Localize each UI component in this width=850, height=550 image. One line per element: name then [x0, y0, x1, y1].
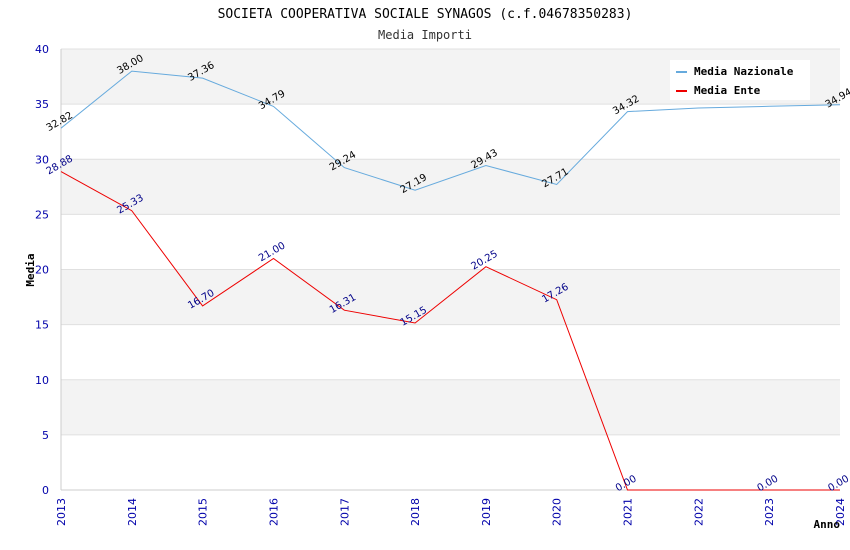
y-tick-labels: 0 5 10 15 20 25 30 35 40	[35, 43, 49, 497]
series-line-ente	[60, 171, 840, 491]
x-tick-label: 2016	[267, 498, 280, 526]
x-tick-labels: 2013 2014 2015 2016 2017 2018 2019 2020 2021 2022…	[55, 498, 847, 526]
chart-title: SOCIETA COOPERATIVA SOCIALE SYNAGOS (c.f…	[218, 7, 633, 22]
y-tick-label: 20	[35, 264, 49, 277]
y-tick-label: 0	[42, 484, 49, 497]
legend-label-ente: Media Ente	[694, 84, 761, 97]
legend: Media Nazionale Media Ente	[670, 60, 810, 100]
y-tick-label: 5	[42, 429, 49, 442]
y-tick-label: 40	[35, 43, 49, 56]
x-axis-label: Anno	[814, 518, 841, 531]
y-axis-label: Media	[24, 253, 37, 286]
grid-band	[61, 214, 840, 270]
x-tick-label: 2019	[480, 498, 493, 526]
grid-band	[61, 379, 840, 435]
grid-band	[61, 104, 840, 160]
grid-band	[61, 269, 840, 325]
x-tick-label: 2021	[622, 498, 635, 526]
y-tick-label: 25	[35, 208, 49, 221]
x-tick-label: 2024	[834, 498, 847, 526]
background-bands	[61, 49, 840, 490]
y-tick-label: 35	[35, 98, 49, 111]
y-tick-label: 30	[35, 153, 49, 166]
legend-label-national: Media Nazionale	[694, 65, 794, 78]
y-tick-label: 15	[35, 319, 49, 332]
x-tick-label: 2023	[763, 498, 776, 526]
grid-band	[61, 324, 840, 380]
y-tick-label: 10	[35, 374, 49, 387]
x-tick-label: 2013	[55, 498, 68, 526]
grid-band	[61, 434, 840, 490]
chart-subtitle: Media Importi	[378, 28, 472, 42]
grid-band	[61, 159, 840, 215]
legend-box	[670, 60, 810, 100]
x-tick-label: 2022	[692, 498, 705, 526]
x-tick-label: 2015	[197, 498, 210, 526]
x-tick-label: 2017	[338, 498, 351, 526]
series-line-national	[60, 70, 841, 191]
series-lines	[60, 70, 841, 491]
x-tick-label: 2014	[126, 498, 139, 526]
x-tick-label: 2020	[551, 498, 564, 526]
x-tick-label: 2018	[409, 498, 422, 526]
